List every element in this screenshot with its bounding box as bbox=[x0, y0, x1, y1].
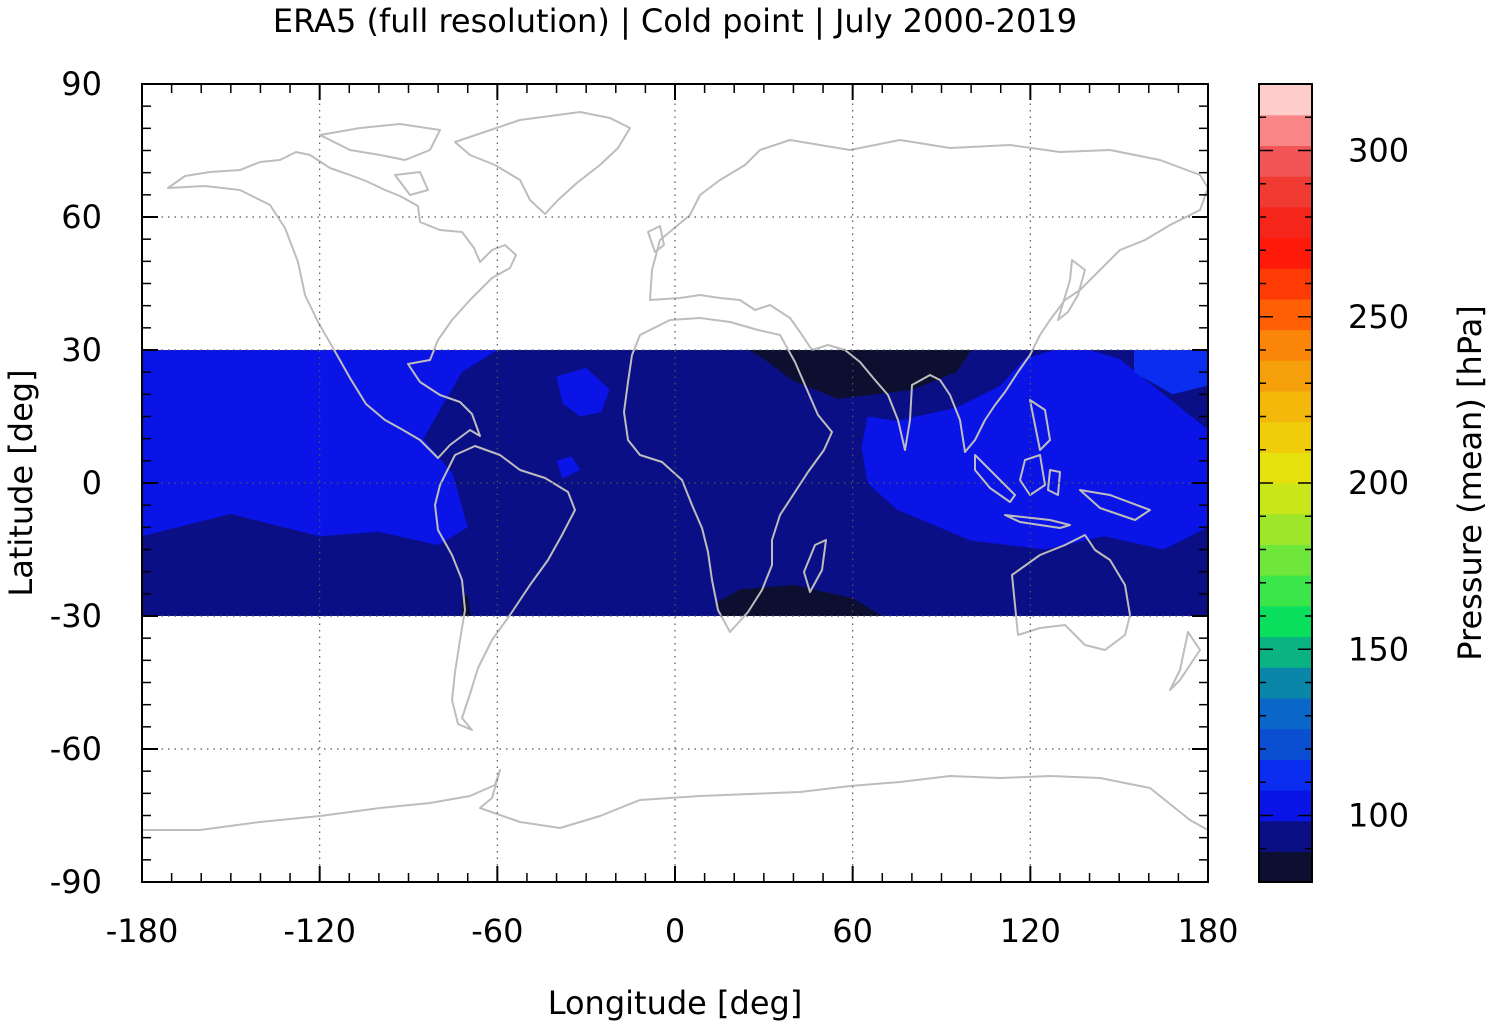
y-tick-label: 60 bbox=[61, 198, 102, 236]
coastline-antarctica bbox=[142, 769, 1208, 831]
colorbar-swatch bbox=[1259, 483, 1312, 515]
colorbar-swatch bbox=[1259, 728, 1312, 760]
x-tick-label: -180 bbox=[106, 912, 179, 950]
chart-title: ERA5 (full resolution) | Cold point | Ju… bbox=[273, 2, 1077, 40]
colorbar-tick-label: 200 bbox=[1348, 464, 1409, 502]
pressure-region-5 bbox=[749, 350, 972, 399]
x-tick-label: -120 bbox=[283, 912, 356, 950]
x-tick-label: -60 bbox=[471, 912, 523, 950]
y-tick-label: -30 bbox=[50, 597, 102, 635]
x-tick-label: 0 bbox=[665, 912, 685, 950]
colorbar-tick-label: 250 bbox=[1348, 298, 1409, 336]
colorbar-swatch bbox=[1259, 636, 1312, 668]
colorbar-swatch bbox=[1259, 513, 1312, 545]
coastline-new-zealand bbox=[1169, 631, 1201, 691]
grid-lines bbox=[142, 84, 1208, 882]
colorbar-swatch bbox=[1259, 84, 1312, 116]
colorbar-swatch bbox=[1259, 329, 1312, 361]
colorbar-tick-label: 100 bbox=[1348, 797, 1409, 835]
pressure-region-6 bbox=[716, 585, 883, 616]
colorbar-tick-label: 300 bbox=[1348, 132, 1409, 170]
pressure-region-2 bbox=[556, 456, 581, 479]
colorbar-swatch bbox=[1259, 268, 1312, 300]
colorbar-swatch bbox=[1259, 360, 1312, 392]
coastline-madagascar bbox=[803, 539, 827, 593]
y-tick-label: -60 bbox=[50, 730, 102, 768]
coastline-japan bbox=[1057, 259, 1086, 321]
colorbar-swatch bbox=[1259, 176, 1312, 208]
x-tick-label: 60 bbox=[832, 912, 873, 950]
colorbar-swatch bbox=[1259, 421, 1312, 453]
y-tick-label: 0 bbox=[82, 464, 102, 502]
colorbar-swatch bbox=[1259, 298, 1312, 331]
x-tick-label: 180 bbox=[1177, 912, 1238, 950]
coastline-africa bbox=[623, 317, 833, 633]
coastline-eurasia bbox=[649, 139, 1208, 453]
colorbar-swatch bbox=[1259, 820, 1312, 852]
coastline-greenland bbox=[454, 111, 631, 215]
colorbar-swatch bbox=[1259, 575, 1312, 607]
colorbar-swatch bbox=[1259, 237, 1312, 269]
colorbar-swatch bbox=[1259, 851, 1312, 883]
coastline-north-america bbox=[167, 151, 517, 459]
colorbar-swatch bbox=[1259, 605, 1312, 638]
y-tick-label: 30 bbox=[61, 331, 102, 369]
colorbar-swatch bbox=[1259, 759, 1312, 791]
coastline-arctic-islands bbox=[319, 123, 441, 196]
colorbar-swatch bbox=[1259, 544, 1312, 576]
colorbar-swatch bbox=[1259, 667, 1312, 699]
pressure-region-1 bbox=[556, 367, 610, 417]
pressure-region-4 bbox=[1134, 350, 1208, 395]
colorbar-label: Pressure (mean) [hPa] bbox=[1451, 305, 1489, 660]
y-axis-label: Latitude [deg] bbox=[2, 369, 40, 596]
colorbar-tick-label: 150 bbox=[1348, 630, 1409, 668]
coastline-indonesia bbox=[974, 399, 1151, 529]
colorbar-swatch bbox=[1259, 390, 1312, 423]
x-axis-label: Longitude [deg] bbox=[548, 984, 803, 1022]
y-tick-label: -90 bbox=[50, 863, 102, 901]
coastlines bbox=[142, 111, 1208, 831]
colorbar-swatch bbox=[1259, 452, 1312, 484]
coastline-australia bbox=[1011, 534, 1131, 651]
coastline-uk bbox=[647, 225, 665, 253]
x-tick-label: 120 bbox=[1000, 912, 1061, 950]
y-tick-label: 90 bbox=[61, 65, 102, 103]
minor-ticks bbox=[142, 84, 1208, 882]
colorbar-swatch bbox=[1259, 114, 1312, 146]
pressure-region-0 bbox=[142, 350, 498, 546]
x-axis: -180 -120 -60 0 60 120 180 bbox=[106, 84, 1239, 950]
colorbar: 100 150 200 250 300 bbox=[1258, 83, 1409, 883]
colorbar-swatch bbox=[1259, 789, 1312, 822]
y-axis: -90 -60 -30 0 30 60 90 bbox=[50, 65, 1208, 901]
colorbar-swatch bbox=[1259, 206, 1312, 239]
plot-area bbox=[142, 84, 1208, 882]
colorbar-swatch bbox=[1259, 697, 1312, 730]
